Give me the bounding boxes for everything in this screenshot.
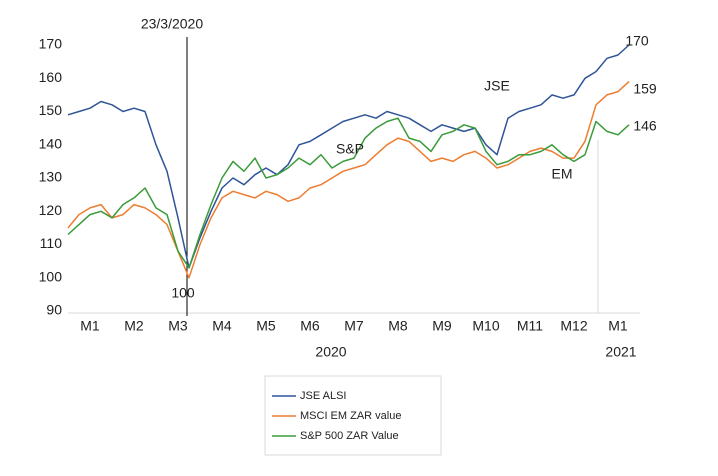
year-label: 2020 <box>315 344 346 360</box>
legend-label: S&P 500 ZAR Value <box>300 430 399 442</box>
y-tick-label: 150 <box>39 102 63 118</box>
series-line <box>67 81 630 279</box>
annotation: 23/3/2020 <box>141 16 203 32</box>
series-line <box>67 44 630 269</box>
annotation: EM <box>552 166 573 182</box>
x-tick-label: M8 <box>388 318 408 334</box>
y-tick-label: 130 <box>39 169 63 185</box>
y-tick-label: 120 <box>39 202 63 218</box>
x-tick-label: M10 <box>472 318 499 334</box>
x-tick-label: M4 <box>212 318 232 334</box>
y-tick-label: 100 <box>39 268 63 284</box>
x-tick-label: M5 <box>256 318 276 334</box>
x-tick-label: M1 <box>608 318 628 334</box>
series-line <box>67 117 630 269</box>
annotation: JSE <box>484 78 510 94</box>
y-tick-label: 140 <box>39 135 63 151</box>
y-tick-label: 170 <box>39 36 63 52</box>
x-tick-label: M3 <box>168 318 188 334</box>
legend-label: JSE ALSI <box>300 390 346 402</box>
annotation: 146 <box>633 118 657 134</box>
plot <box>67 44 630 279</box>
annotation: 100 <box>171 285 195 301</box>
annotation: 170 <box>625 33 649 49</box>
annotation: 159 <box>633 81 657 97</box>
legend-label: MSCI EM ZAR value <box>300 410 401 422</box>
x-tick-label: M1 <box>80 318 100 334</box>
x-tick-label: M2 <box>124 318 144 334</box>
y-tick-label: 90 <box>46 302 62 318</box>
legend: JSE ALSI MSCI EM ZAR value S&P 500 ZAR Val… <box>272 390 401 442</box>
x-tick-label: M12 <box>560 318 587 334</box>
y-tick-label: 110 <box>40 235 63 251</box>
legend-box <box>264 375 442 456</box>
y-tick-label: 160 <box>39 69 63 85</box>
annotation: S&P <box>336 141 364 157</box>
x-tick-label: M11 <box>517 318 543 334</box>
x-tick-label: M9 <box>432 318 452 334</box>
year-label: 2021 <box>605 344 636 360</box>
x-tick-label: M6 <box>300 318 320 334</box>
x-tick-label: M7 <box>344 318 364 334</box>
